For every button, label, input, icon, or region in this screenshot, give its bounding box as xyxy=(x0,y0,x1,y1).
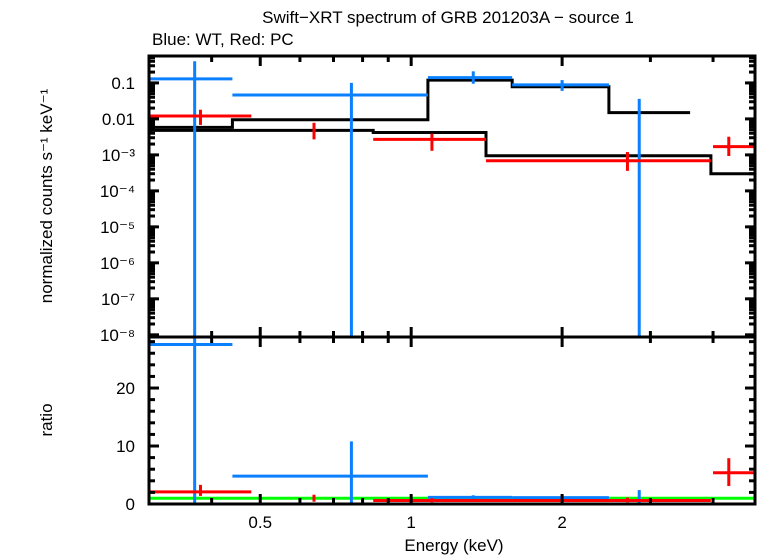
y-tick-label-top: 10⁻⁶ xyxy=(100,254,135,273)
y-tick-label-bottom: 20 xyxy=(116,379,135,398)
model-line-wt xyxy=(149,78,691,129)
y-tick-label-top: 10⁻⁸ xyxy=(100,326,135,345)
x-tick-label: 2 xyxy=(557,513,566,532)
y-axis-label-bottom: ratio xyxy=(37,403,56,436)
chart-title: Swift−XRT spectrum of GRB 201203A − sour… xyxy=(262,8,634,27)
x-tick-label: 1 xyxy=(406,513,415,532)
y-tick-label-top: 10⁻⁷ xyxy=(101,290,135,309)
x-axis-label: Energy (keV) xyxy=(404,536,503,555)
y-axis-label-top: normalized counts s⁻¹ keV⁻¹ xyxy=(37,88,56,303)
chart-subtitle: Blue: WT, Red: PC xyxy=(152,30,294,49)
bottom-panel-frame xyxy=(147,335,757,506)
y-tick-label-bottom: 0 xyxy=(126,495,135,514)
y-tick-label-top: 10⁻⁵ xyxy=(100,218,135,237)
y-tick-label-top: 0.1 xyxy=(111,74,135,93)
y-tick-label-top: 0.01 xyxy=(102,110,135,129)
y-tick-label-top: 10⁻³ xyxy=(101,146,135,165)
top-panel-frame xyxy=(147,54,757,339)
y-tick-label-top: 10⁻⁴ xyxy=(100,182,135,201)
x-tick-label: 0.5 xyxy=(248,513,272,532)
y-tick-label-bottom: 10 xyxy=(116,437,135,456)
model-line-pc xyxy=(149,128,755,176)
